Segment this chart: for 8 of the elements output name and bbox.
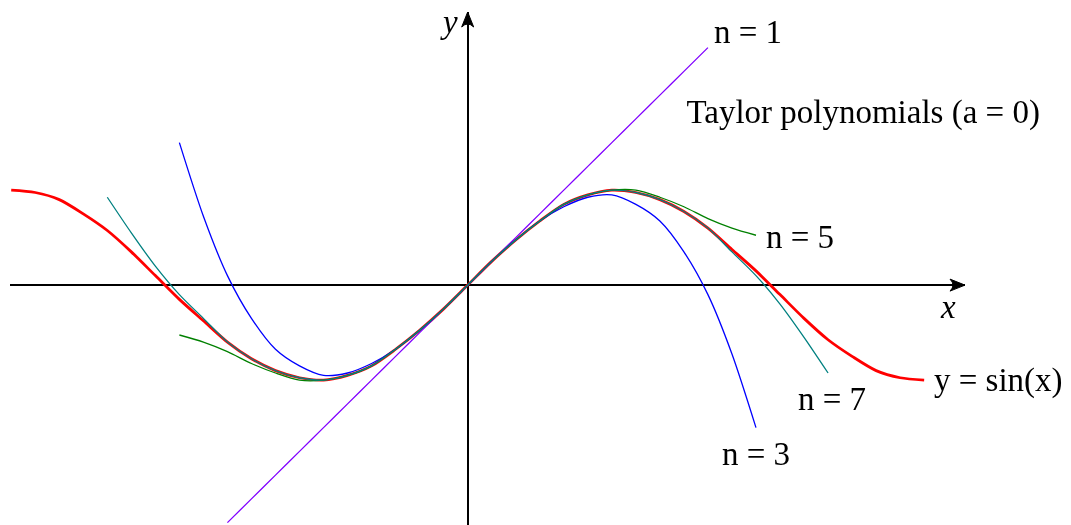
y-axis-title: y xyxy=(440,4,458,40)
series-label: n = 1 xyxy=(714,14,783,50)
series-label: n = 5 xyxy=(766,219,835,255)
text: Taylor polynomials (a = 0) xyxy=(686,94,1040,132)
x-axis-title: x xyxy=(940,289,956,325)
series-label: n = 7 xyxy=(798,381,867,417)
series-label: n = 3 xyxy=(722,436,791,472)
series-label: y = sin(x) xyxy=(934,362,1063,399)
